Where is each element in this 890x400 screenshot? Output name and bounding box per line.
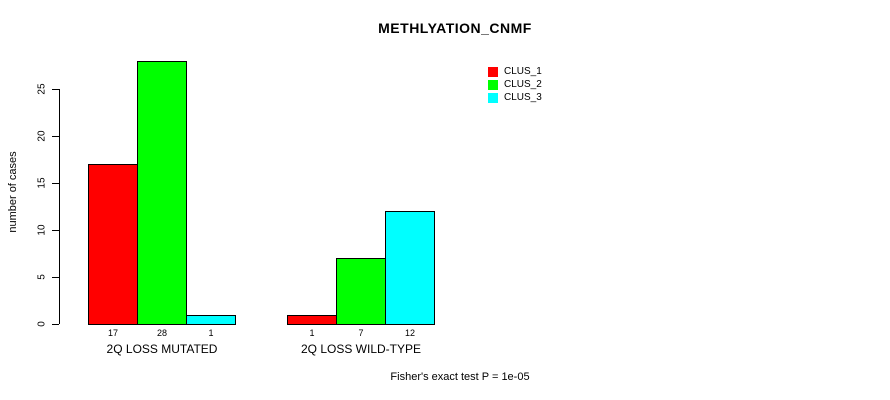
y-axis-tick [52,277,59,278]
y-axis-tick-label: 5 [36,274,48,280]
bar-clus_1-1 [88,164,138,325]
y-axis-tick-label: 0 [36,321,48,327]
bar-value-label: 1 [309,328,315,338]
chart-title: METHLYATION_CNMF [378,20,532,36]
y-axis-label: number of cases [7,151,19,233]
legend-color-swatch [488,79,498,90]
y-axis-tick-label: 15 [36,177,48,189]
bar-value-label: 7 [358,328,364,338]
y-axis-tick [52,230,59,231]
legend-item: CLUS_2 [488,78,542,91]
legend: CLUS_1 CLUS_2 CLUS_3 [488,65,542,104]
legend-item: CLUS_3 [488,91,542,104]
bar-value-label: 1 [208,328,214,338]
x-category-label: 2Q LOSS MUTATED [106,342,218,356]
legend-color-swatch [488,66,498,77]
bar-value-label: 28 [156,328,168,338]
legend-series-label: CLUS_2 [504,79,542,90]
y-axis-tick [52,89,59,90]
legend-series-label: CLUS_3 [504,92,542,103]
y-axis-tick [52,136,59,137]
y-axis-tick-label: 20 [36,130,48,142]
bar-clus_1-2 [287,315,337,325]
legend-color-swatch [488,92,498,103]
bar-value-label: 12 [404,328,416,338]
legend-series-label: CLUS_1 [504,66,542,77]
y-axis-tick-label: 10 [36,224,48,236]
bar-clus_3-1 [186,315,236,325]
annotation-text: Fisher's exact test P = 1e-05 [390,371,530,383]
y-axis-line [59,89,60,324]
y-axis-tick-label: 25 [36,83,48,95]
legend-item: CLUS_1 [488,65,542,78]
bar-clus_2-1 [137,61,187,325]
y-axis-tick [52,324,59,325]
bar-clus_2-2 [336,258,386,325]
y-axis-tick [52,183,59,184]
bar-value-label: 17 [107,328,119,338]
bar-clus_3-2 [385,211,435,325]
x-category-label: 2Q LOSS WILD-TYPE [300,342,422,356]
